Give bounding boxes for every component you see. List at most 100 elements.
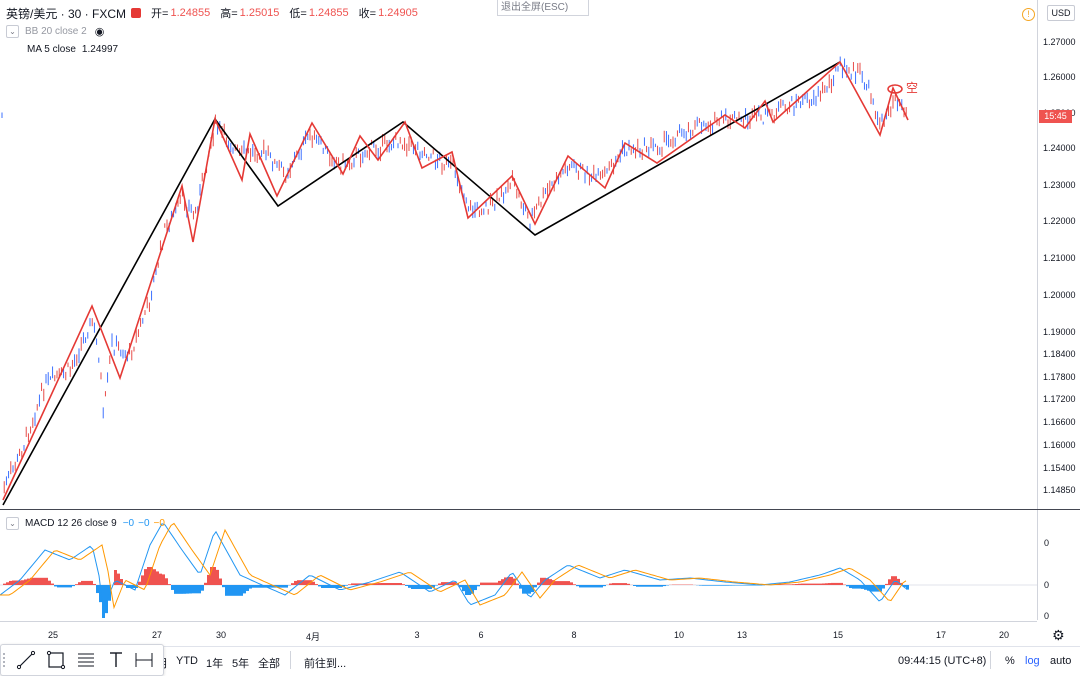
time-tick: 27 [152,630,162,640]
alert-icon[interactable]: ! [1022,8,1035,21]
time-tick: 13 [737,630,747,640]
goto-date-button[interactable]: 前往到... [304,655,346,671]
macd-bar [489,583,492,585]
range-ytd-button[interactable]: YTD [176,655,198,667]
price-chart[interactable]: 空 [0,0,1037,509]
macd-bar [888,579,891,585]
clock-display[interactable]: 09:44:15 (UTC+8) [898,655,986,667]
price-axis[interactable]: 1.270001.260001.250001.240001.230001.220… [1037,0,1080,510]
macd-bar [699,585,702,586]
macd-bar [534,585,537,587]
macd-bar [189,585,192,593]
auto-toggle[interactable]: auto [1050,655,1071,667]
macd-bar [252,585,255,588]
macd-bar [498,581,501,585]
bb-indicator-row[interactable]: ⌄ BB 20 close 2 ◉ [6,24,104,38]
macd-bar [612,583,615,585]
price-tick: 1.26000 [1043,72,1076,82]
collapse-icon[interactable]: ⌄ [6,25,19,38]
macd-bar [516,584,519,585]
price-tick: 1.27000 [1043,37,1076,47]
macd-bar [66,585,69,587]
divider [290,651,291,669]
macd-bar [609,584,612,585]
macd-bar [852,585,855,589]
macd-axis[interactable]: 0 0 0 [1037,510,1080,620]
macd-bar [378,583,381,585]
macd-bar [156,571,159,585]
time-tick: 6 [478,630,483,640]
macd-bar [6,582,9,585]
macd-bar [63,585,66,587]
macd-bar [204,583,207,585]
macd-bar [576,585,579,586]
macd-bar [159,574,162,585]
price-tick: 1.17200 [1043,394,1076,404]
measure-icon[interactable] [133,649,155,671]
macd-bar [246,585,249,591]
macd-bar [579,585,582,587]
eye-icon[interactable]: ◉ [95,25,105,38]
macd-bar [528,585,531,594]
macd-bar [720,585,723,586]
range-5y-button[interactable]: 5年 [232,655,249,671]
macd-bar [201,585,204,591]
open-value: 1.24855 [170,7,210,19]
macd-bar [174,585,177,594]
macd-bar [702,585,705,586]
last-price-tag: 15:45 [1039,110,1072,123]
macd-bar [72,585,75,586]
range-all-button[interactable]: 全部 [258,655,280,671]
macd-bar [633,585,636,586]
macd-bar [483,583,486,585]
macd-bar [234,585,237,596]
settings-gear-icon[interactable]: ⚙ [1052,627,1065,644]
macd-bar [561,581,564,585]
macd-bar [834,583,837,585]
macd-bar [573,584,576,585]
macd-bar [591,585,594,587]
price-tick: 1.21000 [1043,253,1076,263]
macd-bar [171,585,174,590]
symbol-title[interactable]: 英镑/美元 · 30 · FXCM [6,5,126,22]
macd-bar [786,584,789,585]
currency-label[interactable]: USD [1047,5,1075,21]
macd-bar [486,583,489,585]
macd-bar [282,585,285,588]
macd-bar [819,584,822,585]
macd-bar [345,585,348,586]
exit-fullscreen-button[interactable]: 退出全屏(ESC) [497,0,589,16]
macd-bar [861,585,864,589]
macd-bar [198,585,201,593]
macd-bar [813,584,816,585]
macd-bar [537,583,540,585]
collapse-icon[interactable]: ⌄ [6,517,19,530]
bb-label: BB 20 close 2 [25,26,87,37]
macd-bar [660,585,663,587]
drag-handle-icon[interactable] [3,653,8,667]
macd-bar [84,581,87,585]
fib-icon[interactable] [75,649,97,671]
macd-bar [621,583,624,585]
macd-bar [624,583,627,585]
price-tick: 1.23000 [1043,180,1076,190]
symbol-header: 英镑/美元 · 30 · FXCM 开= 1.24855 高= 1.25015 … [6,5,428,21]
macd-bar [492,583,495,585]
price-tick: 1.14850 [1043,485,1076,495]
macd-bar [795,584,798,585]
percent-toggle[interactable]: % [1005,655,1015,667]
range-1y-button[interactable]: 1年 [206,655,223,671]
log-toggle[interactable]: log [1025,655,1040,667]
text-icon[interactable] [105,649,127,671]
ma-indicator-row[interactable]: MA 5 close 1.24997 [27,42,118,56]
trend-line-icon[interactable] [15,649,37,671]
rectangle-icon[interactable] [45,649,67,671]
macd-bar [141,575,144,585]
macd-indicator-row[interactable]: ⌄ MACD 12 26 close 9 −0 −0 −0 [6,516,165,530]
macd-bar [90,581,93,585]
macd-bar [654,585,657,587]
macd-bar [732,585,735,586]
macd-bar [723,585,726,586]
macd-bar [354,583,357,585]
